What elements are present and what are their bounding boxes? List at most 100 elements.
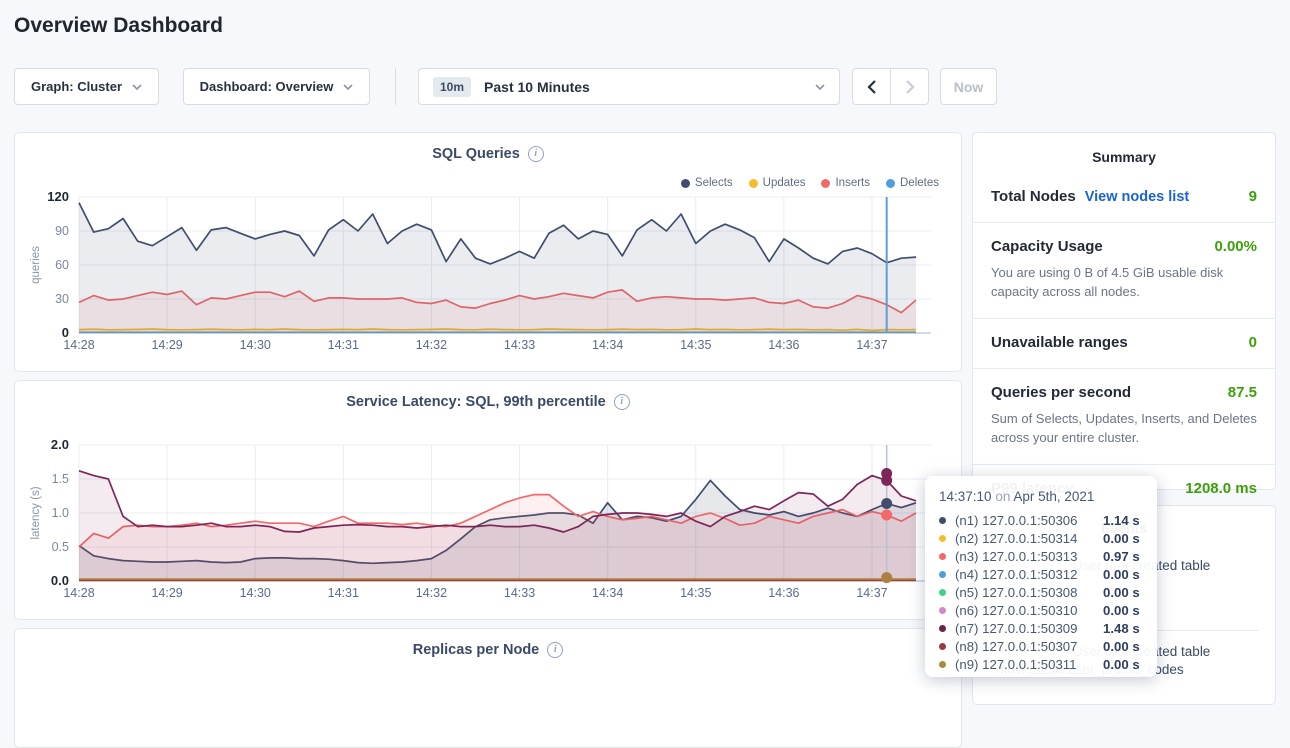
summary-row-head: Unavailable ranges0 — [991, 334, 1257, 351]
tooltip-on: on — [992, 489, 1014, 504]
svg-text:1.0: 1.0 — [52, 506, 69, 520]
svg-text:60: 60 — [55, 258, 69, 272]
tooltip-row: (n4) 127.0.0.1:503120.00 s — [939, 565, 1143, 583]
time-step-buttons — [852, 68, 929, 105]
series-dot-icon — [939, 571, 946, 578]
svg-text:14:31: 14:31 — [328, 338, 359, 352]
chevron-down-icon — [343, 84, 353, 90]
summary-row: Total NodesView nodes list9 — [973, 173, 1275, 223]
summary-description: You are using 0 B of 4.5 GiB usable disk… — [991, 263, 1257, 301]
tooltip-node-address: (n2) 127.0.0.1:50314 — [955, 531, 1103, 546]
page-title: Overview Dashboard — [14, 14, 223, 38]
tooltip-node-value: 0.00 s — [1103, 603, 1140, 618]
svg-text:14:33: 14:33 — [504, 586, 535, 600]
dashboard-dropdown[interactable]: Dashboard: Overview — [183, 68, 370, 105]
svg-text:14:32: 14:32 — [416, 586, 447, 600]
tooltip-row: (n1) 127.0.0.1:503061.14 s — [939, 511, 1143, 529]
svg-text:14:36: 14:36 — [768, 338, 799, 352]
summary-value: 0.00% — [1214, 238, 1257, 255]
graph-dropdown-label: Graph: Cluster — [31, 79, 122, 94]
summary-value: 87.5 — [1228, 384, 1257, 401]
tooltip-row: (n5) 127.0.0.1:503080.00 s — [939, 583, 1143, 601]
tooltip-date: Apr 5th, 2021 — [1013, 489, 1094, 504]
summary-row-head: Queries per second 87.5 — [991, 384, 1257, 401]
tooltip-node-value: 1.48 s — [1103, 621, 1140, 636]
svg-text:1.5: 1.5 — [52, 472, 69, 486]
time-forward-button[interactable] — [890, 68, 929, 105]
svg-text:14:35: 14:35 — [680, 338, 711, 352]
summary-row: Capacity Usage 0.00% You are using 0 B of … — [973, 223, 1275, 319]
svg-text:14:36: 14:36 — [768, 586, 799, 600]
chevron-right-icon — [905, 80, 915, 94]
chart-hover-tooltip: 14:37:10 on Apr 5th, 2021 (n1) 127.0.0.1… — [925, 476, 1157, 677]
chevron-down-icon — [815, 84, 825, 90]
view-nodes-list-link[interactable]: View nodes list — [1085, 189, 1190, 205]
tooltip-node-address: (n3) 127.0.0.1:50313 — [955, 549, 1103, 564]
summary-row-head: Total NodesView nodes list9 — [991, 188, 1257, 205]
summary-row-head: Capacity Usage 0.00% — [991, 238, 1257, 255]
svg-text:14:35: 14:35 — [680, 586, 711, 600]
summary-value: 0 — [1249, 334, 1257, 351]
svg-text:90: 90 — [55, 224, 69, 238]
chart-title-row: Replicas per Node i — [15, 642, 961, 658]
tooltip-row: (n7) 127.0.0.1:503091.48 s — [939, 620, 1143, 638]
dashboard-dropdown-label: Dashboard: Overview — [200, 79, 334, 94]
tooltip-node-value: 0.00 s — [1103, 531, 1140, 546]
svg-text:14:31: 14:31 — [328, 586, 359, 600]
info-icon[interactable]: i — [547, 642, 563, 658]
summary-label: Capacity Usage — [991, 238, 1103, 255]
tooltip-node-value: 0.97 s — [1103, 549, 1140, 564]
svg-text:14:34: 14:34 — [592, 586, 623, 600]
series-dot-icon — [939, 607, 946, 614]
chevron-down-icon — [132, 84, 142, 90]
svg-text:120: 120 — [47, 189, 69, 204]
svg-text:14:30: 14:30 — [240, 586, 271, 600]
summary-row: Queries per second 87.5 Sum of Selects, Up… — [973, 369, 1275, 465]
now-button[interactable]: Now — [940, 68, 997, 105]
summary-title: Summary — [973, 133, 1275, 173]
time-back-button[interactable] — [852, 68, 891, 105]
series-dot-icon — [939, 625, 946, 632]
tooltip-node-address: (n1) 127.0.0.1:50306 — [955, 513, 1103, 528]
svg-text:14:33: 14:33 — [504, 338, 535, 352]
svg-text:0.0: 0.0 — [51, 573, 69, 588]
tooltip-time: 14:37:10 — [939, 489, 992, 504]
tooltip-node-value: 0.00 s — [1103, 585, 1140, 600]
series-dot-icon — [939, 535, 946, 542]
series-dot-icon — [939, 589, 946, 596]
time-range-picker[interactable]: 10m Past 10 Minutes — [418, 68, 840, 105]
summary-rows: Total NodesView nodes list9 Capacity Usag… — [973, 173, 1275, 514]
graph-dropdown[interactable]: Graph: Cluster — [14, 68, 159, 105]
svg-text:14:32: 14:32 — [416, 338, 447, 352]
time-range-label: Past 10 Minutes — [484, 79, 590, 95]
time-range-badge: 10m — [433, 77, 471, 97]
tooltip-row: (n9) 127.0.0.1:503110.00 s — [939, 656, 1143, 674]
chevron-left-icon — [867, 80, 877, 94]
summary-row: Unavailable ranges0 — [973, 319, 1275, 369]
svg-text:2.0: 2.0 — [51, 437, 69, 452]
summary-description: Sum of Selects, Updates, Inserts, and De… — [991, 409, 1257, 447]
summary-panel: Summary Total NodesView nodes list9 Capac… — [972, 132, 1276, 490]
tooltip-node-value: 0.00 s — [1103, 639, 1140, 654]
svg-text:14:34: 14:34 — [592, 338, 623, 352]
sql-queries-chart[interactable]: 14:2814:2914:3014:3114:3214:3314:3414:35… — [15, 133, 961, 371]
tooltip-rows: (n1) 127.0.0.1:503061.14 s(n2) 127.0.0.1… — [939, 511, 1143, 674]
svg-text:14:37: 14:37 — [856, 586, 887, 600]
series-dot-icon — [939, 553, 946, 560]
series-dot-icon — [939, 661, 946, 668]
svg-text:queries: queries — [30, 246, 42, 284]
now-button-label: Now — [954, 79, 984, 95]
tooltip-node-address: (n6) 127.0.0.1:50310 — [955, 603, 1103, 618]
tooltip-node-address: (n5) 127.0.0.1:50308 — [955, 585, 1103, 600]
tooltip-node-address: (n8) 127.0.0.1:50307 — [955, 639, 1103, 654]
tooltip-row: (n3) 127.0.0.1:503130.97 s — [939, 547, 1143, 565]
tooltip-row: (n2) 127.0.0.1:503140.00 s — [939, 529, 1143, 547]
svg-text:14:30: 14:30 — [240, 338, 271, 352]
series-dot-icon — [939, 517, 946, 524]
service-latency-chart[interactable]: 14:2814:2914:3014:3114:3214:3314:3414:35… — [15, 381, 961, 619]
svg-text:30: 30 — [55, 292, 69, 306]
tooltip-node-address: (n4) 127.0.0.1:50312 — [955, 567, 1103, 582]
tooltip-timestamp: 14:37:10 on Apr 5th, 2021 — [939, 489, 1143, 504]
replicas-per-node-chart-card: Replicas per Node i — [14, 628, 962, 748]
summary-label: Queries per second — [991, 384, 1131, 401]
